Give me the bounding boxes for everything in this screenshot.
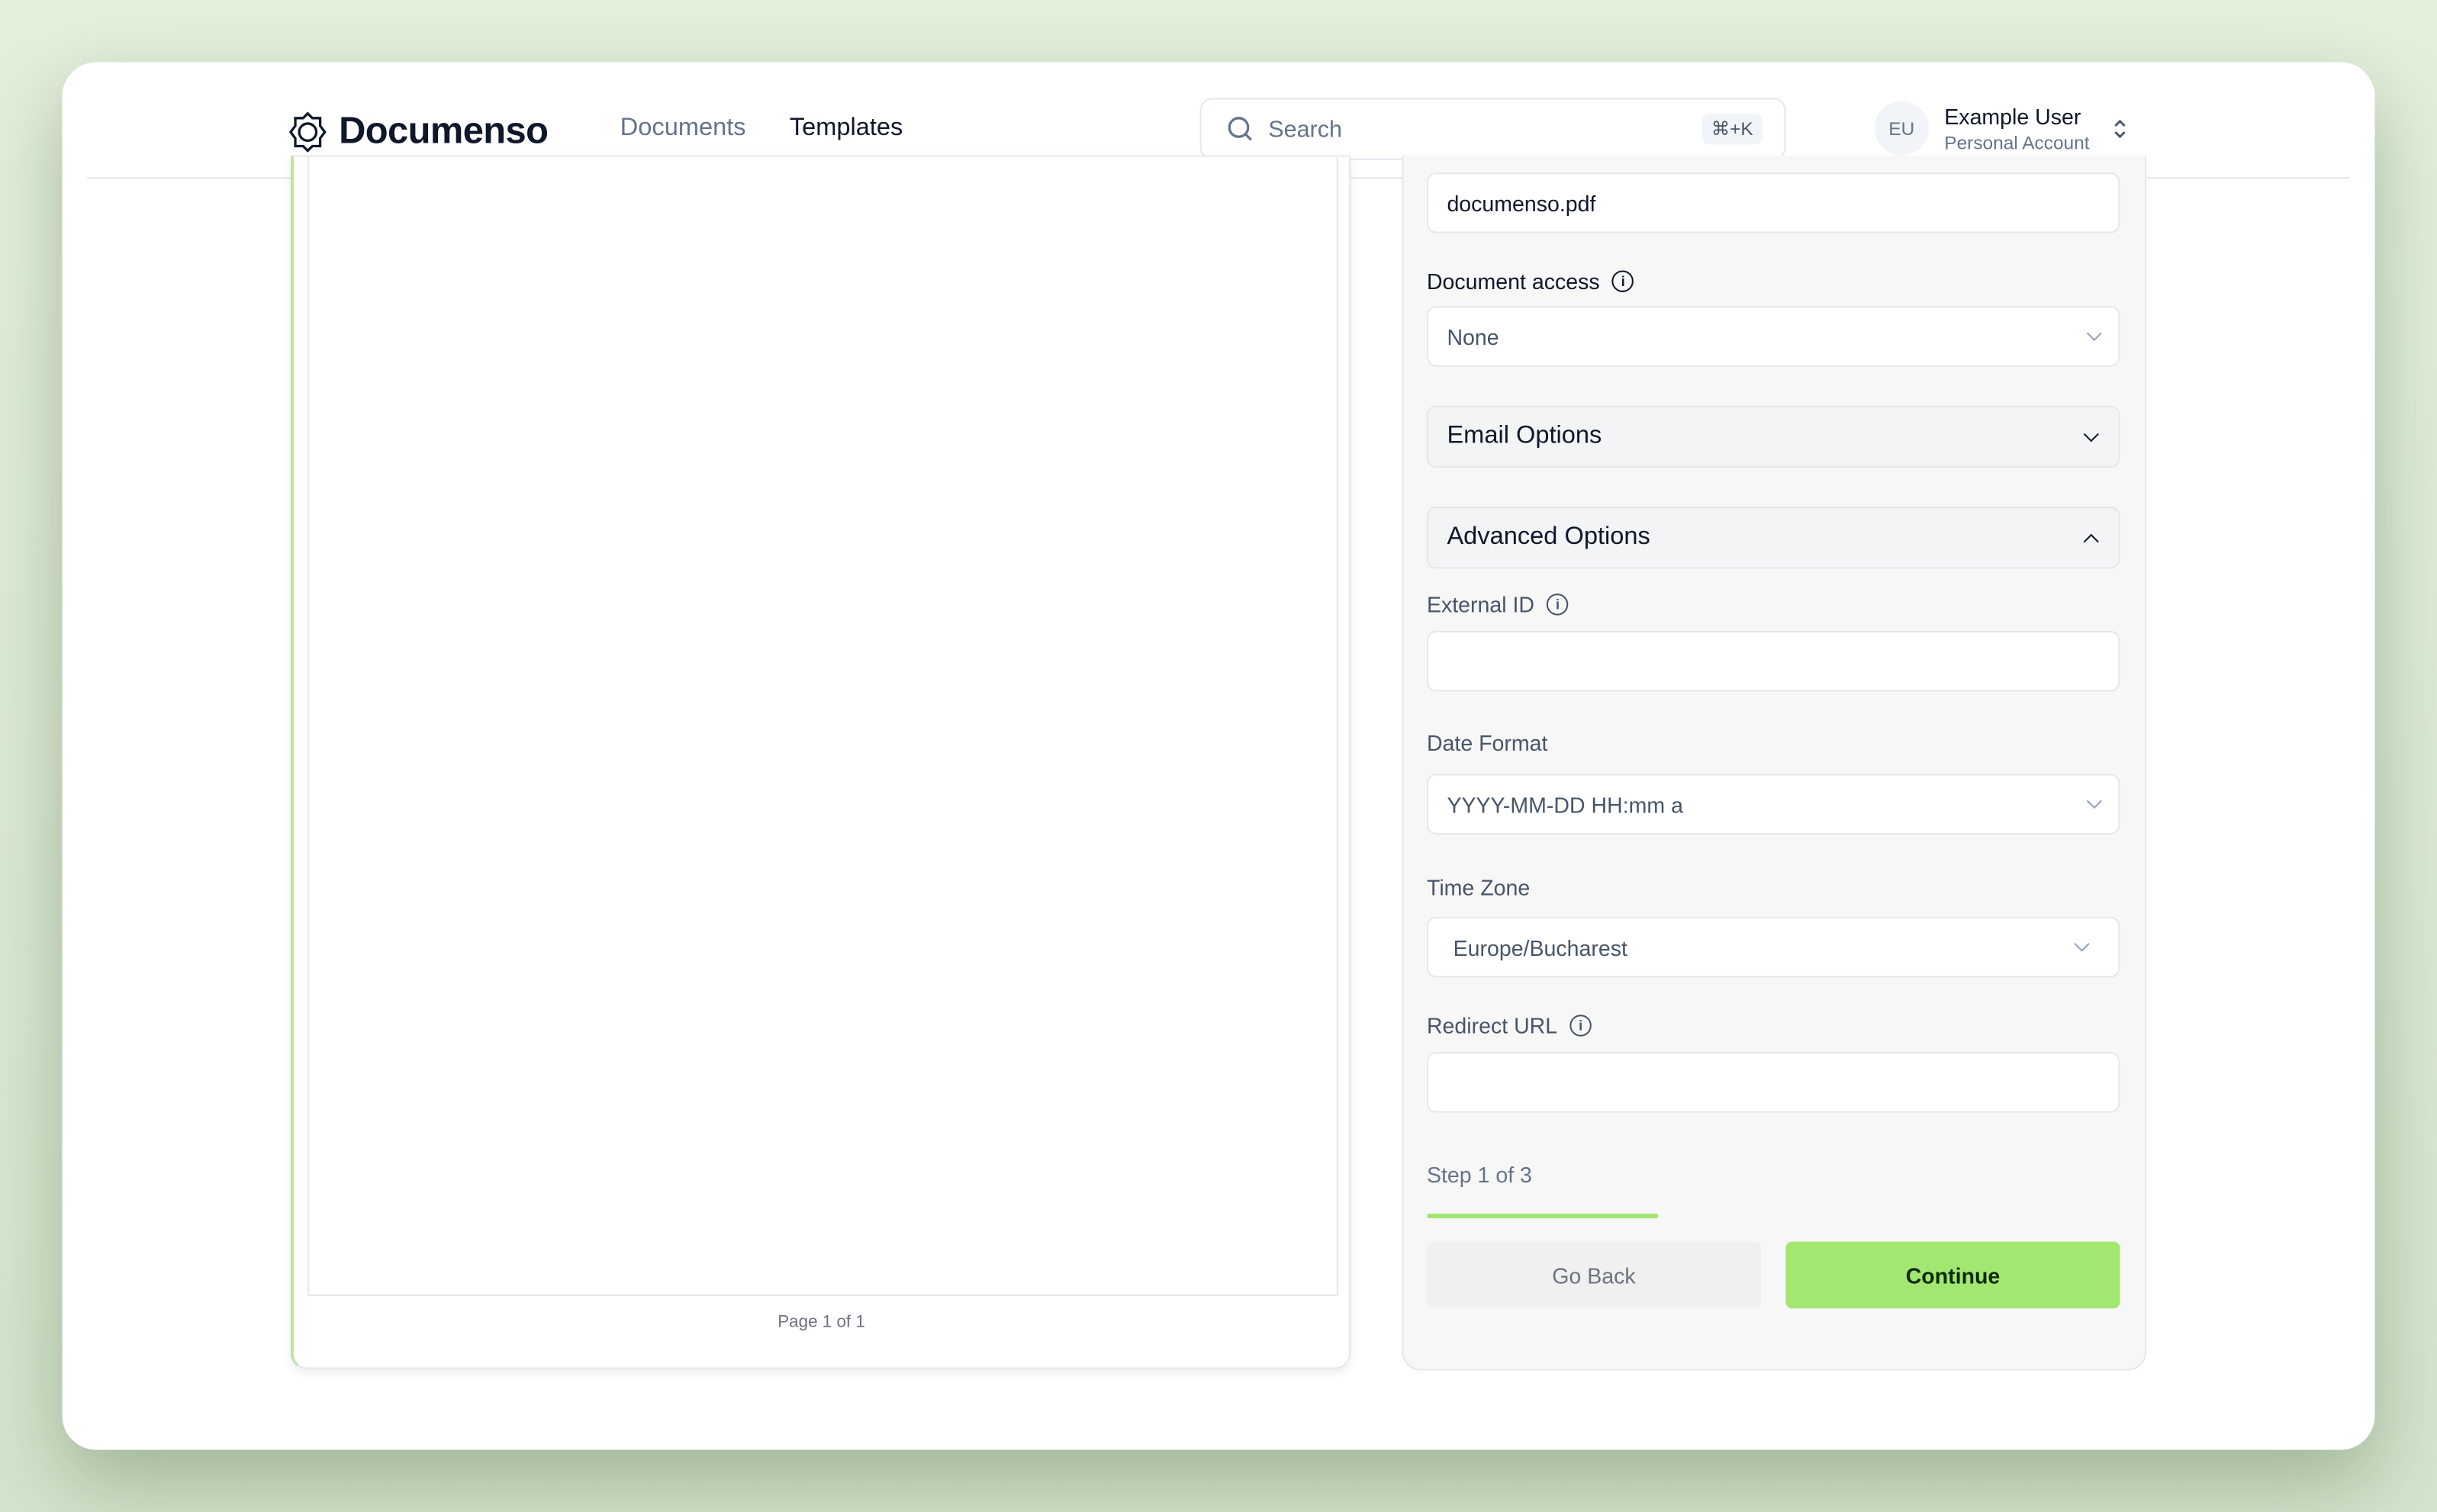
chevron-up-icon xyxy=(2083,532,2099,549)
document-access-select[interactable]: None xyxy=(1426,306,2120,367)
document-access-label: Document access i xyxy=(1427,269,1634,294)
document-access-value: None xyxy=(1447,323,1499,349)
go-back-button[interactable]: Go Back xyxy=(1426,1241,1761,1309)
document-access-text: Document access xyxy=(1426,269,1600,294)
redirect-url-label: Redirect URL i xyxy=(1427,1013,1592,1038)
documenso-logo-icon xyxy=(288,111,327,153)
pdf-page xyxy=(307,156,1338,1296)
search-input[interactable]: Search ⌘+K xyxy=(1199,98,1786,160)
email-options-label: Email Options xyxy=(1447,423,1602,449)
search-shortcut: ⌘+K xyxy=(1701,113,1763,145)
step-progress-bar xyxy=(1426,1213,2120,1219)
settings-panel: documenso.pdf Document access i None Emai… xyxy=(1402,155,2147,1371)
external-id-text: External ID xyxy=(1426,592,1535,617)
document-preview: Page 1 of 1 xyxy=(290,155,1351,1369)
date-format-label: Date Format xyxy=(1426,730,1548,755)
brand-name: Documenso xyxy=(339,110,549,153)
email-options-accordion[interactable]: Email Options xyxy=(1426,405,2120,468)
page-indicator: Page 1 of 1 xyxy=(777,1313,865,1332)
external-id-input[interactable] xyxy=(1426,631,2120,692)
user-account[interactable]: Personal Account xyxy=(1944,132,2090,154)
chevrons-up-down-icon[interactable] xyxy=(2112,117,2127,142)
time-zone-label: Time Zone xyxy=(1426,874,1531,900)
brand-logo[interactable]: Documenso xyxy=(288,110,549,154)
nav-templates[interactable]: Templates xyxy=(789,114,903,142)
date-format-select[interactable]: YYYY-MM-DD HH:mm a xyxy=(1426,774,2120,835)
external-id-label: External ID i xyxy=(1427,592,1569,617)
info-icon[interactable]: i xyxy=(1611,270,1634,292)
chevron-down-icon xyxy=(2083,426,2099,442)
redirect-url-text: Redirect URL xyxy=(1426,1013,1558,1038)
user-name[interactable]: Example User xyxy=(1944,104,2081,130)
chevron-down-icon xyxy=(2086,325,2102,342)
search-placeholder: Search xyxy=(1268,115,1343,143)
info-icon[interactable]: i xyxy=(1569,1015,1592,1037)
nav-documents[interactable]: Documents xyxy=(620,114,746,142)
step-progress-fill xyxy=(1426,1213,1658,1219)
app-window: Documenso Documents Templates Search ⌘+K… xyxy=(62,62,2375,1450)
info-icon[interactable]: i xyxy=(1547,594,1569,616)
redirect-url-input[interactable] xyxy=(1426,1052,2120,1113)
time-zone-value: Europe/Bucharest xyxy=(1453,935,1627,960)
step-indicator: Step 1 of 3 xyxy=(1426,1162,1532,1188)
continue-button[interactable]: Continue xyxy=(1785,1241,2120,1309)
title-input[interactable]: documenso.pdf xyxy=(1426,172,2120,233)
avatar[interactable]: EU xyxy=(1874,101,1929,156)
chevron-down-icon xyxy=(2086,793,2102,809)
time-zone-select[interactable]: Europe/Bucharest xyxy=(1426,916,2120,978)
chevron-down-icon xyxy=(2074,936,2090,952)
advanced-options-label: Advanced Options xyxy=(1447,523,1650,551)
date-format-value: YYYY-MM-DD HH:mm a xyxy=(1447,791,1683,817)
search-icon xyxy=(1228,117,1252,141)
advanced-options-accordion[interactable]: Advanced Options xyxy=(1426,507,2120,569)
